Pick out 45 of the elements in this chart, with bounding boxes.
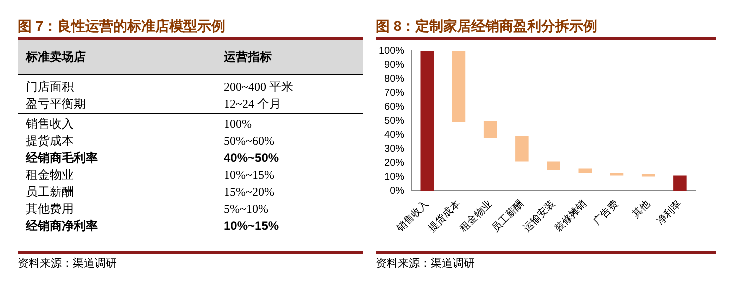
bar xyxy=(484,121,498,138)
text: 10%~15% xyxy=(224,218,280,235)
y-tick-label: 50% xyxy=(384,116,405,127)
bar xyxy=(452,51,466,123)
text: 40%~50% xyxy=(224,150,280,167)
text: 经销商毛利率 xyxy=(26,150,99,167)
bar xyxy=(547,162,560,170)
text: 200~400 平米 xyxy=(224,79,294,96)
y-tick-label: 90% xyxy=(384,60,405,71)
text: 50%~60% xyxy=(224,133,274,150)
y-tick-label: 10% xyxy=(384,172,405,183)
x-tick-label: 其他 xyxy=(630,198,653,221)
text: 盈亏平衡期 xyxy=(26,96,87,113)
text: 提货成本 xyxy=(26,133,75,150)
y-tick-label: 100% xyxy=(379,46,405,57)
text: 100% xyxy=(224,116,252,133)
y-tick-label: 20% xyxy=(384,158,405,169)
text: 销售收入 xyxy=(26,116,75,133)
text: 资料来源：渠道调研 xyxy=(18,256,118,271)
text: 5%~10% xyxy=(224,201,268,218)
bar xyxy=(674,176,687,192)
text: 10%~15% xyxy=(224,167,274,184)
text: 运营指标 xyxy=(224,49,272,66)
text: 租金物业 xyxy=(26,167,75,184)
text: 门店面积 xyxy=(26,79,75,96)
bar xyxy=(516,136,529,162)
y-tick-label: 60% xyxy=(384,102,405,113)
y-tick-label: 30% xyxy=(384,144,405,155)
y-tick-label: 80% xyxy=(384,74,405,85)
y-tick-label: 40% xyxy=(384,130,405,141)
text: 12~24 个月 xyxy=(224,96,282,113)
text: 其他费用 xyxy=(26,201,75,218)
chart-title: 图 8：定制家居经销商盈利分拆示例 xyxy=(376,15,716,40)
bar xyxy=(420,51,434,192)
text: 标准卖场店 xyxy=(26,49,87,66)
text: 15%~20% xyxy=(224,184,274,201)
text: 员工薪酬 xyxy=(26,184,75,201)
text: 图 7：良性运营的标准店模型示例 xyxy=(18,15,363,40)
y-tick-label: 70% xyxy=(384,88,405,99)
text: 资料来源：渠道调研 xyxy=(376,256,476,271)
text: 经销商净利率 xyxy=(26,218,99,235)
y-tick-label: 0% xyxy=(390,186,405,197)
x-tick-label: 广告费 xyxy=(591,198,621,228)
bar xyxy=(578,168,592,173)
x-tick-label: 净利率 xyxy=(654,198,684,228)
